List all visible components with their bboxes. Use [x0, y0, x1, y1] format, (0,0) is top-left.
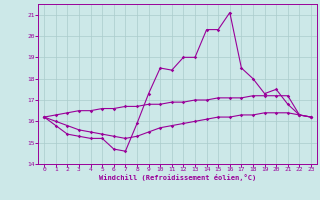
X-axis label: Windchill (Refroidissement éolien,°C): Windchill (Refroidissement éolien,°C): [99, 174, 256, 181]
